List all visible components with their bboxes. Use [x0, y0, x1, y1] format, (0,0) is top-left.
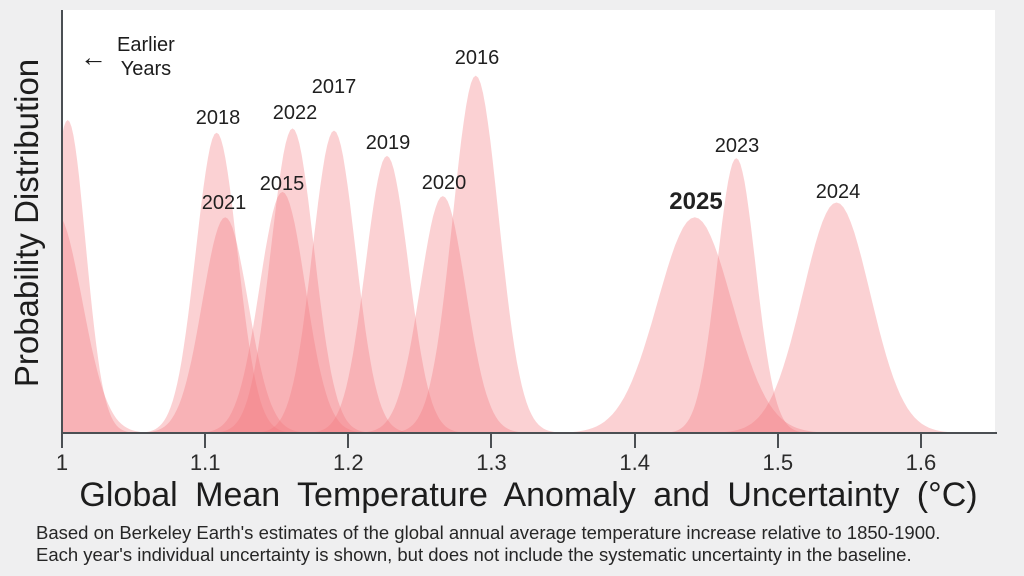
distributions-layer: [62, 75, 965, 433]
year-label-2018: 2018: [195, 107, 241, 129]
distribution-curve-2023: [662, 158, 810, 433]
x-tick-1.2: [347, 434, 350, 448]
distribution-curve-2022: [210, 128, 375, 433]
left-arrow-icon: ←: [80, 41, 107, 72]
year-label-2016: 2016: [454, 47, 500, 69]
x-tick-1.4: [633, 434, 636, 448]
earlier-years-line1: Earlier: [117, 34, 175, 56]
earlier-years-line2: Years: [120, 58, 172, 80]
x-tick-label-1.4: 1.4: [619, 450, 650, 475]
x-tick-label-1.3: 1.3: [476, 450, 507, 475]
year-label-2019: 2019: [365, 132, 411, 154]
x-tick-1.5: [776, 434, 779, 448]
x-tick-1.1: [204, 434, 207, 448]
x-axis-line: [61, 432, 997, 434]
distribution-curve-2025: [553, 217, 837, 433]
plot-area: [62, 10, 995, 433]
x-tick-label-1.2: 1.2: [333, 450, 364, 475]
year-label-2021: 2021: [201, 192, 247, 214]
x-axis-title: Global Mean Temperature Anomaly and Unce…: [79, 476, 978, 514]
footnote-line2: Each year's individual uncertainty is sh…: [36, 543, 912, 565]
y-axis-line: [61, 10, 63, 435]
x-tick-1.6: [919, 434, 922, 448]
year-label-2020: 2020: [421, 172, 467, 194]
distribution-curve-2016: [388, 75, 563, 433]
x-tick-1.3: [490, 434, 493, 448]
footnote-line1: Based on Berkeley Earth's estimates of t…: [36, 522, 941, 543]
distribution-curve-2015: [195, 191, 370, 433]
year-label-2024: 2024: [815, 181, 861, 203]
footnote: Based on Berkeley Earth's estimates of t…: [36, 522, 940, 565]
earlier-years-annotation: ← Earlier Years: [80, 33, 175, 81]
distribution-curve-2024: [708, 202, 965, 433]
year-label-2022: 2022: [272, 102, 318, 124]
year-label-2017: 2017: [311, 76, 357, 98]
year-label-2015: 2015: [259, 173, 305, 195]
x-tick-label-1.1: 1.1: [189, 450, 221, 475]
x-tick-label-1.6: 1.6: [905, 450, 937, 475]
y-axis-title: Probability Distribution: [8, 58, 45, 388]
distribution-curve-2019: [305, 155, 469, 433]
distribution-curve-2017: [252, 130, 416, 433]
distribution-curve-2021: [138, 217, 313, 433]
distribution-curve-2018: [137, 132, 296, 433]
year-label-2023: 2023: [714, 135, 760, 157]
earlier-years-text: Earlier Years: [117, 33, 175, 81]
distribution-curve-earlier-years-a: [62, 218, 155, 433]
x-tick-label-1: 1: [55, 450, 69, 475]
x-tick-label-1.5: 1.5: [762, 450, 794, 475]
distribution-curve-2020: [355, 196, 530, 433]
distribution-curve-earlier-years-b: [62, 120, 136, 433]
year-label-2025: 2025: [669, 188, 723, 215]
x-tick-1: [61, 434, 63, 448]
